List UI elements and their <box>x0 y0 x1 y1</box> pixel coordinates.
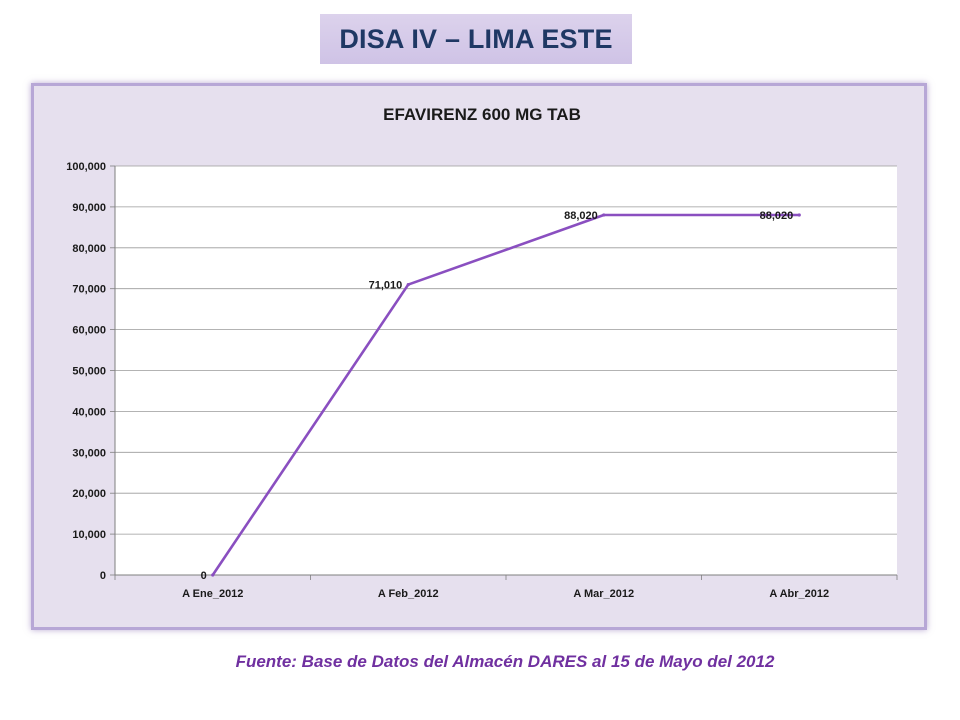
x-tick-label: A Feb_2012 <box>378 588 439 600</box>
y-tick-label: 50,000 <box>72 366 106 378</box>
gridlines <box>115 165 897 576</box>
y-tick-label: 30,000 <box>72 447 106 459</box>
y-tick-label: 80,000 <box>72 243 106 255</box>
data-point <box>797 213 801 217</box>
line-chart: EFAVIRENZ 600 MG TAB 0 10,000 20,000 30,000… <box>34 86 924 627</box>
y-axis: 0 10,000 20,000 30,000 40,000 50,000 60,000 70,… <box>66 161 116 582</box>
y-tick-label: 70,000 <box>72 284 106 296</box>
data-labels: 0 71,010 88,020 88,020 <box>201 210 794 582</box>
data-point <box>602 213 606 217</box>
data-label: 88,020 <box>564 210 598 222</box>
y-tick-label: 20,000 <box>72 488 106 500</box>
data-point <box>406 282 410 287</box>
page-title: DISA IV – LIMA ESTE <box>339 23 613 54</box>
x-tick-label: A Mar_2012 <box>573 588 634 600</box>
data-point <box>211 573 215 577</box>
y-tick-label: 60,000 <box>72 325 106 337</box>
y-tick-label: 40,000 <box>72 406 106 418</box>
y-tick-label: 0 <box>100 570 106 582</box>
x-axis: A Ene_2012 A Feb_2012 A Mar_2012 A Abr_2012 <box>114 574 898 600</box>
data-label: 88,020 <box>760 210 794 222</box>
x-tick-label: A Abr_2012 <box>769 588 829 600</box>
y-tick-label: 100,000 <box>66 161 106 173</box>
data-label: 71,010 <box>369 280 403 292</box>
data-label: 0 <box>201 570 207 582</box>
series-line-segment <box>211 283 410 577</box>
y-tick-label: 90,000 <box>72 202 106 214</box>
series-layer <box>211 213 801 577</box>
y-tick-label: 10,000 <box>72 529 106 541</box>
chart-title: EFAVIRENZ 600 MG TAB <box>383 105 581 124</box>
header-banner: DISA IV – LIMA ESTE <box>320 14 632 64</box>
series-line-segment <box>406 213 606 286</box>
chart-frame: EFAVIRENZ 600 MG TAB 0 10,000 20,000 30,000… <box>31 83 927 630</box>
x-tick-label: A Ene_2012 <box>182 588 243 600</box>
source-note: Fuente: Base de Datos del Almacén DARES … <box>235 652 775 671</box>
